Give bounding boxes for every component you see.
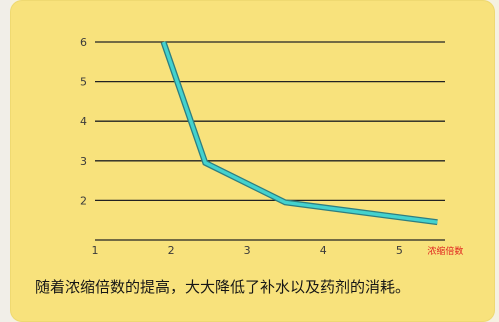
y-tick-label: 3 xyxy=(80,155,87,168)
y-tick-label: 5 xyxy=(80,76,87,89)
x-tick-label: 1 xyxy=(92,244,99,257)
line-chart: 2 3 4 5 6 1 2 3 4 5 浓缩倍数 xyxy=(80,36,463,257)
x-tick-label: 3 xyxy=(244,244,251,257)
chart-card: 2 3 4 5 6 1 2 3 4 5 浓缩倍数 随着浓缩倍数的提高，大大降低了补水以及药剂的消耗。 xyxy=(10,0,495,322)
series-line-outline xyxy=(160,41,438,226)
x-axis-label: 浓缩倍数 xyxy=(427,245,463,257)
x-tick-label: 2 xyxy=(168,244,175,257)
chart-caption: 随着浓缩倍数的提高，大大降低了补水以及药剂的消耗。 xyxy=(35,278,411,296)
x-tick-label: 5 xyxy=(396,244,403,257)
series-line xyxy=(161,41,438,224)
x-tick-label: 4 xyxy=(320,244,327,257)
y-tick-label: 6 xyxy=(80,36,87,49)
y-tick-label: 2 xyxy=(80,194,87,207)
y-tick-label: 4 xyxy=(80,115,87,128)
